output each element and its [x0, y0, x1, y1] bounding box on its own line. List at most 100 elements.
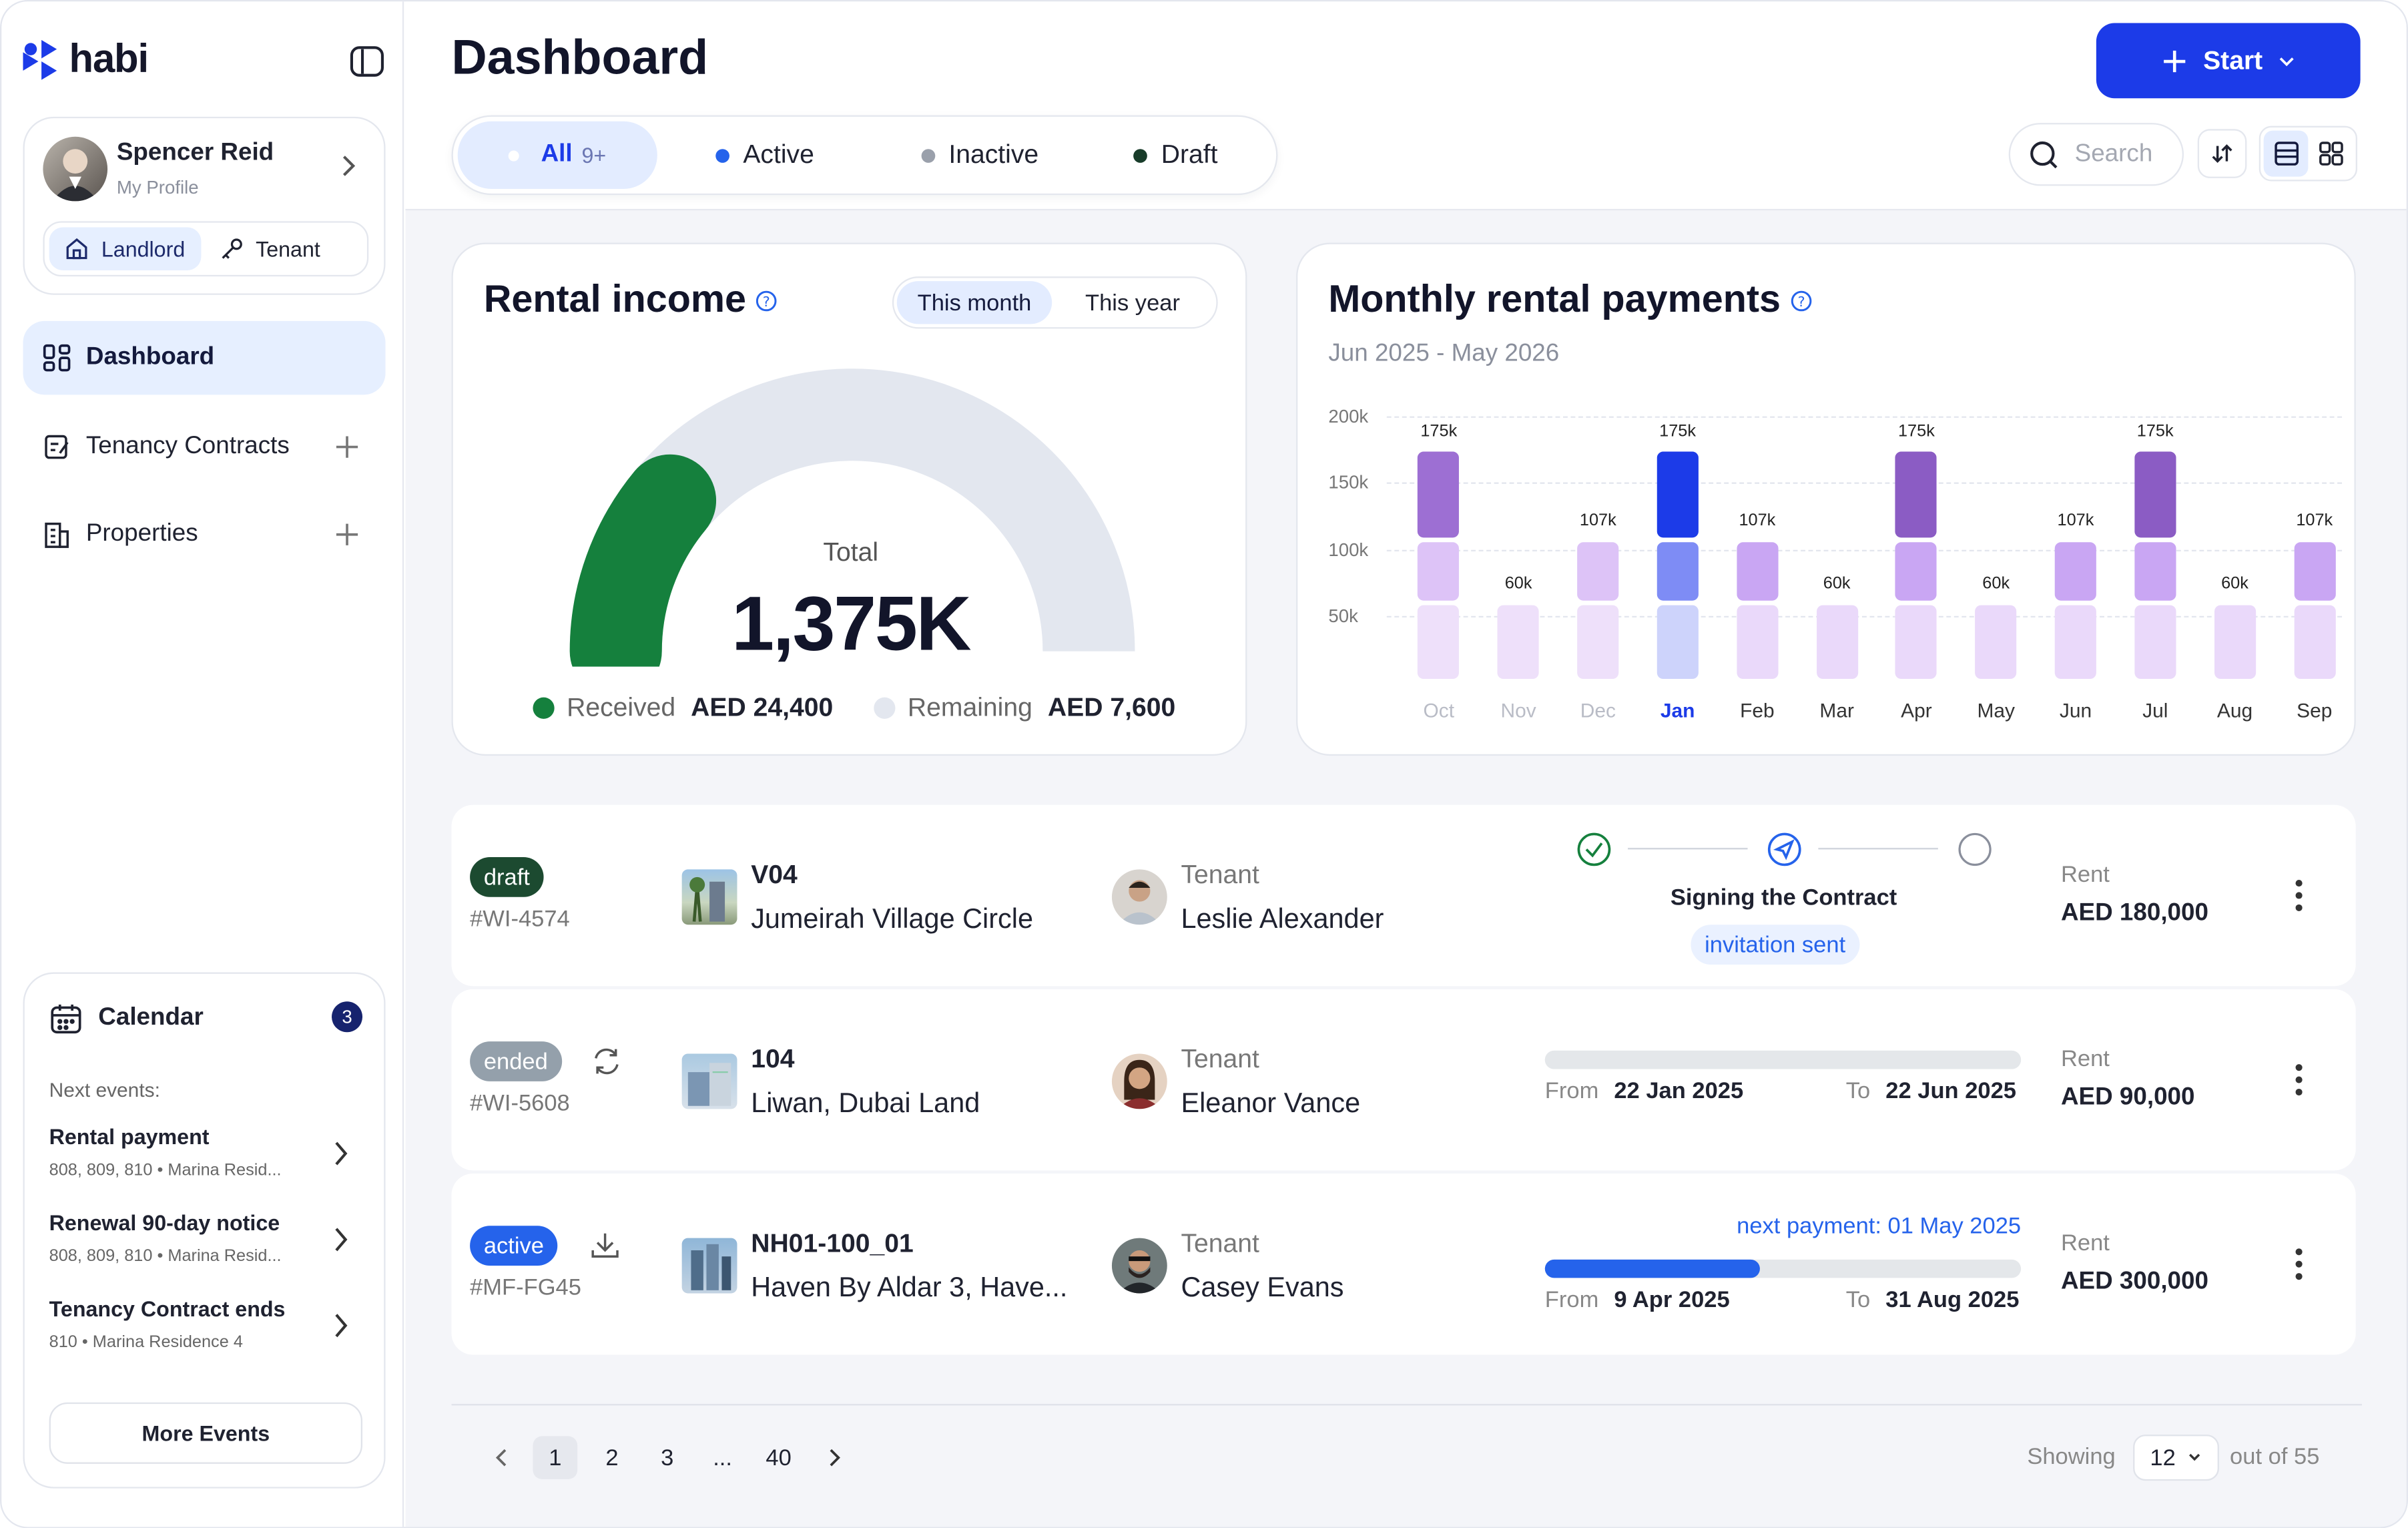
page-3[interactable]: 3: [661, 1445, 674, 1471]
rent-value: AED 300,000: [2060, 1268, 2208, 1295]
chart-bar-segment[interactable]: [1895, 542, 1937, 600]
tab-all-label: All: [541, 141, 573, 168]
sidebar-toggle-icon[interactable]: [348, 43, 385, 79]
sidebar-item-label: Tenancy Contracts: [85, 433, 290, 459]
contract-id: #WI-4574: [470, 906, 570, 933]
chart-bar-segment[interactable]: [2134, 604, 2176, 680]
sort-arrows-icon: [2210, 142, 2234, 166]
this-month-button[interactable]: This month: [896, 281, 1052, 324]
contract-from: From 22 Jan 2025: [1545, 1078, 1743, 1104]
role-tenant[interactable]: Tenant: [200, 228, 338, 270]
tab-all-dot: [509, 150, 520, 161]
property-unit: 104: [751, 1044, 795, 1074]
grid-view-button[interactable]: [2308, 131, 2353, 177]
chart-bar-segment[interactable]: [1895, 451, 1937, 538]
contract-stepper: [1572, 828, 1992, 874]
chevron-right-icon: [328, 1226, 353, 1253]
received-dot: [533, 697, 555, 719]
tab-inactive[interactable]: Inactive: [872, 121, 1087, 189]
search-input[interactable]: Search: [2074, 140, 2153, 167]
page-1[interactable]: 1: [533, 1436, 578, 1479]
contract-icon: [41, 432, 72, 463]
brand-logo[interactable]: habi: [20, 35, 149, 83]
chart-bar-segment[interactable]: [1895, 604, 1937, 680]
chart-bar-segment[interactable]: [2293, 542, 2335, 600]
chart-bar-segment[interactable]: [1736, 542, 1778, 600]
chart-bar-segment[interactable]: [1657, 542, 1699, 600]
chart-bar-segment[interactable]: [1975, 604, 2017, 680]
calendar-event[interactable]: Rental payment 808, 809, 810 • Marina Re…: [49, 1124, 362, 1201]
tab-draft[interactable]: Draft: [1087, 121, 1264, 189]
more-vertical-icon[interactable]: [2295, 878, 2304, 913]
chart-bar-segment[interactable]: [1498, 604, 1540, 680]
property-location: Haven By Aldar 3, Have...: [751, 1272, 1068, 1303]
from-label: From: [1544, 1078, 1599, 1105]
chart-bar-segment[interactable]: [2214, 604, 2256, 680]
start-button[interactable]: Start: [2096, 23, 2361, 99]
chart-x-tick-label: Jan: [1660, 698, 1695, 722]
info-icon[interactable]: ?: [1790, 290, 1811, 311]
chart-bar-segment[interactable]: [2054, 542, 2097, 600]
chart-bar-segment[interactable]: [2054, 604, 2097, 680]
role-landlord[interactable]: Landlord: [49, 227, 201, 270]
tab-inactive-label: Inactive: [948, 140, 1039, 170]
sidebar-item-dashboard[interactable]: Dashboard: [23, 320, 386, 395]
chart-bar-segment[interactable]: [1657, 451, 1699, 538]
chart-bar-segment[interactable]: [1736, 604, 1778, 680]
remaining-value: AED 7,600: [1047, 692, 1176, 722]
sort-button[interactable]: [2197, 129, 2247, 178]
calendar-event[interactable]: Tenancy Contract ends 810 • Marina Resid…: [49, 1296, 362, 1373]
invitation-badge: invitation sent: [1691, 925, 1859, 965]
page-40[interactable]: 40: [766, 1445, 792, 1471]
add-property-plus-icon[interactable]: [333, 521, 360, 548]
chart-bar-segment[interactable]: [2293, 604, 2335, 680]
chart-bar-segment[interactable]: [1577, 542, 1619, 600]
profile-name: Spencer Reid: [116, 140, 274, 166]
bar-chart: 200k 150k 100k 50k 175k Oct 60k Nov 107k Dec 175k J…: [1297, 244, 2357, 758]
chart-value-label: 107k: [1579, 512, 1616, 531]
sidebar-item-tenancy-contracts[interactable]: Tenancy Contracts: [23, 410, 386, 483]
search-box[interactable]: Search: [2008, 123, 2184, 186]
per-page-select[interactable]: 12: [2133, 1435, 2219, 1481]
chart-bar-segment[interactable]: [1418, 451, 1460, 538]
page-2[interactable]: 2: [605, 1445, 619, 1471]
contract-row[interactable]: active #MF-FG45 NH01-100_01 Haven By Ald…: [451, 1173, 2356, 1355]
refresh-icon[interactable]: [590, 1045, 624, 1079]
tab-all[interactable]: All 9+: [457, 121, 657, 190]
chart-bar-segment[interactable]: [1418, 542, 1460, 600]
chart-bar-segment[interactable]: [1577, 604, 1619, 680]
tab-active[interactable]: Active: [657, 121, 872, 189]
more-vertical-icon[interactable]: [2295, 1247, 2304, 1281]
calendar-event[interactable]: Renewal 90-day notice 808, 809, 810 • Ma…: [49, 1210, 362, 1287]
contract-id: #MF-FG45: [470, 1274, 581, 1301]
chart-bar-segment[interactable]: [1418, 604, 1460, 680]
more-vertical-icon[interactable]: [2295, 1063, 2304, 1097]
sidebar-item-properties[interactable]: Properties: [23, 498, 386, 571]
grid-view-icon: [2317, 140, 2344, 167]
profile-avatar[interactable]: [43, 136, 108, 202]
chart-x-tick-label: Mar: [1819, 698, 1854, 722]
chart-bar-segment[interactable]: [2134, 451, 2176, 538]
chart-value-label: 175k: [1659, 421, 1697, 441]
property-thumbnail: [681, 1053, 737, 1109]
next-page-icon[interactable]: [823, 1445, 844, 1470]
chart-bar-segment[interactable]: [1816, 604, 1858, 680]
chart-bar-segment[interactable]: [2134, 542, 2176, 600]
contract-row[interactable]: draft #WI-4574 V04 Jumeirah Village Circ…: [451, 804, 2356, 987]
more-events-button[interactable]: More Events: [49, 1402, 363, 1464]
prev-page-icon[interactable]: [491, 1445, 513, 1470]
list-view-icon: [2272, 140, 2299, 167]
chart-subtitle: Jun 2025 - May 2026: [1328, 340, 1560, 367]
this-year-button[interactable]: This year: [1085, 289, 1180, 316]
profile-card: Spencer Reid My Profile Landlord Tenant: [23, 116, 386, 295]
contract-row[interactable]: ended #WI-5608 104 Liwan, Dubai Land Ten…: [451, 989, 2356, 1171]
chart-value-label: 60k: [2221, 574, 2248, 593]
list-view-button[interactable]: [2263, 130, 2309, 177]
download-icon[interactable]: [587, 1227, 623, 1264]
gauge-received-arc: [569, 454, 717, 667]
info-icon[interactable]: ?: [756, 290, 777, 311]
chevron-right-icon[interactable]: [335, 152, 362, 180]
chart-bar-segment[interactable]: [1657, 604, 1699, 680]
chart-value-label: 175k: [1897, 421, 1935, 441]
add-contract-plus-icon[interactable]: [333, 433, 360, 461]
